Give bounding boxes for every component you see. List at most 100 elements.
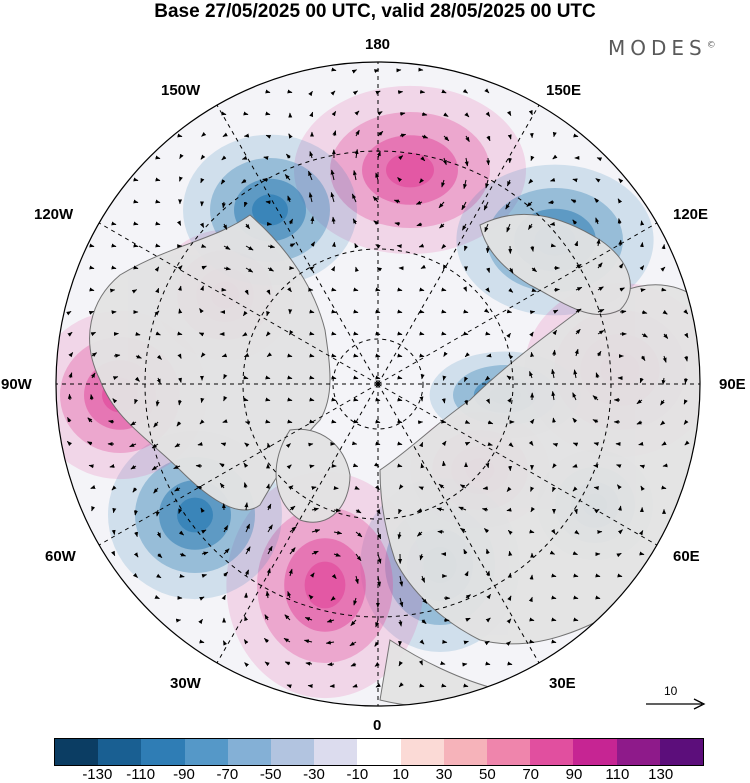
wind-vector [220,179,226,185]
wind-vector [90,372,96,379]
wind-vector [331,375,337,380]
colorbar-cell [400,739,444,765]
wind-vector [88,310,95,315]
wind-vector [375,397,381,402]
wind-vector [287,195,292,203]
wind-vector [243,111,249,116]
colorbar-tick-label: 110 [605,766,630,783]
wind-vector [132,572,138,578]
wind-vector [289,243,296,248]
wind-vector [617,198,623,204]
wind-vector [354,148,359,159]
wind-vector [420,463,425,469]
wind-vector [267,244,276,249]
wind-vector [177,331,183,336]
wind-vector [155,331,161,336]
wind-vector [415,200,423,205]
wind-vector [397,463,403,468]
wind-vector [416,508,423,513]
wind-vector [90,331,97,337]
wind-vector [639,265,645,271]
wind-vector [333,508,342,513]
wind-vector [354,242,359,249]
wind-vector [617,529,623,535]
wind-vector [483,308,490,313]
wind-vector [618,178,624,184]
wind-vector [506,179,512,187]
wind-vector [551,639,557,644]
wind-vector [462,88,468,94]
wind-vector [222,132,228,138]
wind-vector [287,353,293,358]
wind-vector [508,442,514,448]
wind-vector [507,595,512,601]
wind-vector [442,264,448,270]
wind-vector [639,551,645,556]
colorbar-cell [443,739,488,765]
wind-vector [310,241,316,247]
wind-vector [155,287,160,294]
wind-vector [352,170,357,181]
wind-vector [223,245,231,250]
wind-vector [112,398,118,404]
wind-vector [486,570,491,577]
wind-vector [507,529,513,535]
wind-vector [354,575,359,585]
wind-vector [458,506,467,511]
wind-vector [372,196,379,203]
wind-vector [244,662,250,668]
colorbar-cell [530,739,574,765]
wind-vector [283,637,291,643]
wind-vector [397,287,403,292]
wind-vector [486,593,491,600]
wind-vector [529,617,535,622]
wind-vector [441,683,447,688]
wind-vector [266,310,271,317]
colorbar-cell [98,739,142,765]
wind-vector [459,484,467,489]
wind-vector [640,220,645,226]
wind-vector [441,89,447,94]
wind-vector [221,111,227,116]
wind-vector [178,377,182,383]
wind-vector [549,221,556,226]
wind-vector [617,218,622,225]
wind-vector [130,421,137,426]
wind-vector [154,310,160,316]
wind-vector [67,441,72,446]
wind-vector [262,177,269,182]
wind-vector [463,376,469,383]
wind-vector [618,263,624,269]
wind-vector [529,370,533,379]
wind-vector [619,287,625,292]
wind-vector [593,442,599,447]
wind-vector [265,590,270,599]
label-90w: 90W [1,376,32,393]
wind-vector [436,507,445,512]
wind-vector [352,683,358,688]
wind-vector [418,243,425,248]
wind-vector [223,266,231,271]
colorbar-tick-label: -130 [82,766,113,783]
wind-vector [376,509,381,515]
wind-vector [287,287,292,293]
wind-vector [288,133,293,139]
wind-vector [529,529,535,534]
meridian-line [377,218,665,385]
wind-vector [508,550,513,557]
wind-vector [573,573,579,578]
wind-vector [200,285,204,291]
wind-vector [200,352,206,358]
wind-vector [133,177,139,182]
wind-vector [506,332,511,339]
wind-vector [641,333,648,338]
wind-vector [309,111,314,118]
wind-vector [179,573,185,578]
wind-vector [639,464,645,469]
wind-vector [286,684,292,689]
wind-vector [133,221,139,226]
colorbar [54,738,704,766]
wind-vector [241,155,248,160]
wind-vector [375,353,381,358]
wind-vector [463,309,469,314]
